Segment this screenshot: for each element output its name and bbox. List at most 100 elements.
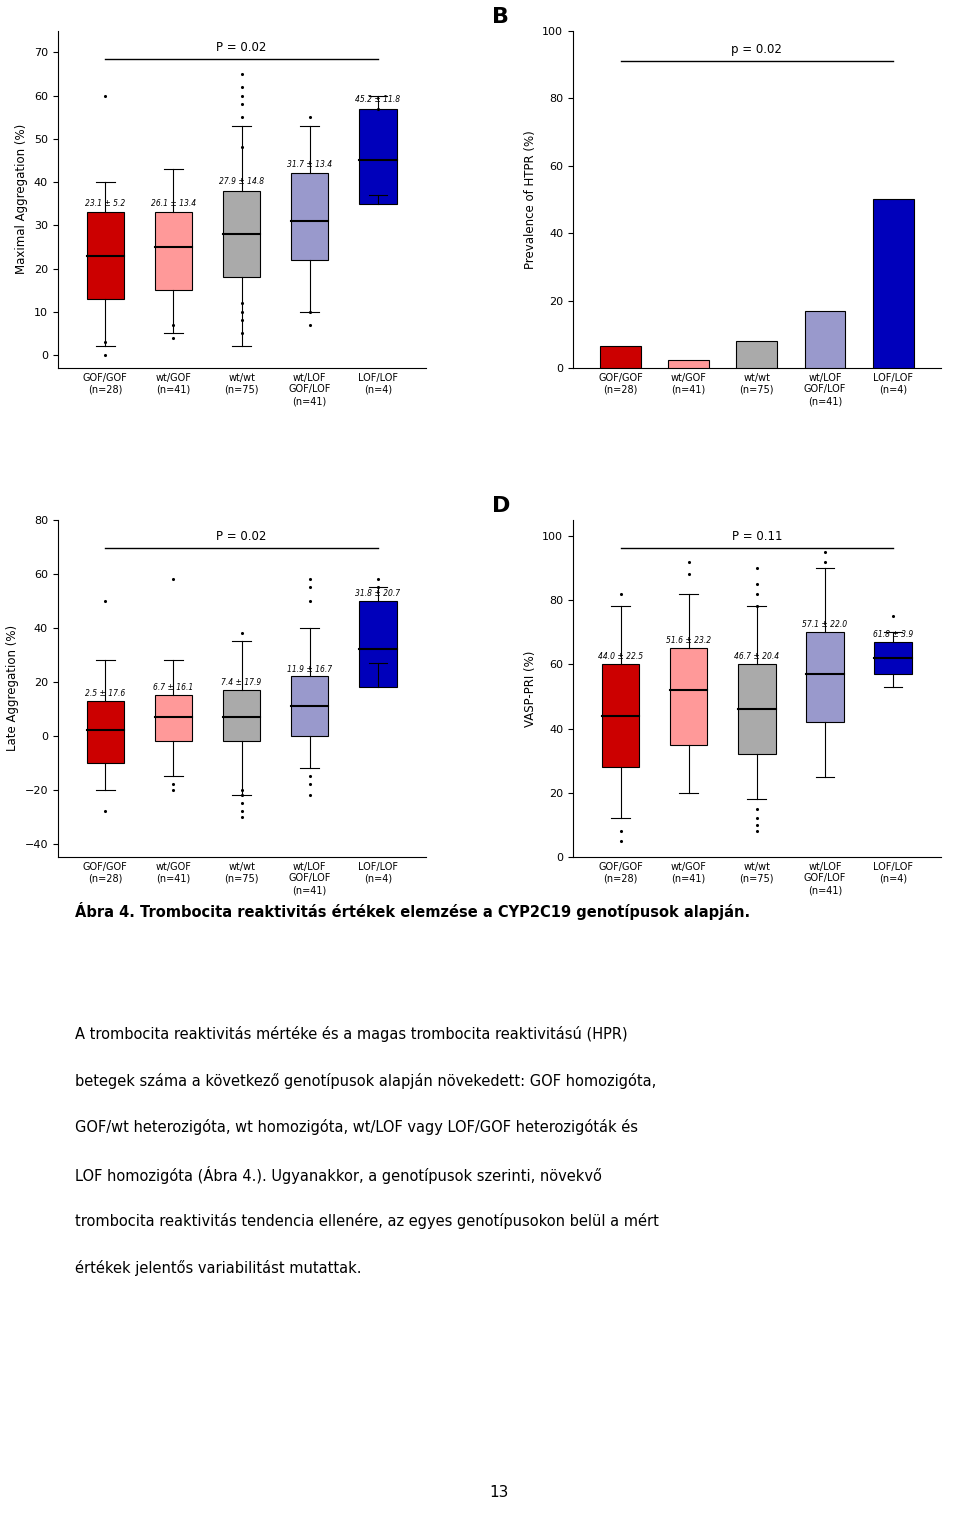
Point: [234, 105, 250, 129]
Y-axis label: VASP-PRI (%): VASP-PRI (%): [523, 650, 537, 727]
Bar: [875, 642, 912, 673]
Bar: [223, 191, 260, 277]
Point: [234, 799, 250, 824]
Point: [302, 772, 318, 796]
Point: [749, 813, 764, 838]
Point: [749, 807, 764, 832]
Point: [234, 135, 250, 160]
Point: [302, 764, 318, 788]
Bar: [155, 695, 192, 741]
Point: [817, 549, 832, 573]
Point: [166, 326, 181, 350]
Bar: [602, 664, 639, 767]
Point: [234, 782, 250, 807]
Bar: [291, 676, 328, 736]
Text: p = 0.02: p = 0.02: [732, 43, 782, 55]
Point: [234, 321, 250, 346]
Point: [371, 97, 386, 121]
Point: [166, 772, 181, 796]
Point: [749, 581, 764, 606]
Bar: [670, 649, 708, 744]
Point: [371, 575, 386, 599]
Point: [234, 300, 250, 324]
Text: 26.1 ± 13.4: 26.1 ± 13.4: [151, 198, 196, 207]
Text: trombocita reaktivitás tendencia ellenére, az egyes genotípusokon belül a mért: trombocita reaktivitás tendencia ellenér…: [75, 1213, 660, 1228]
Point: [681, 563, 696, 587]
Point: [98, 343, 113, 367]
Y-axis label: Maximal Aggregation (%): Maximal Aggregation (%): [15, 124, 28, 275]
Point: [681, 549, 696, 573]
Point: [302, 575, 318, 599]
Point: [166, 778, 181, 802]
Text: 2.5 ± 17.6: 2.5 ± 17.6: [85, 689, 126, 698]
Text: 11.9 ± 16.7: 11.9 ± 16.7: [287, 664, 332, 673]
Text: 27.9 ± 14.8: 27.9 ± 14.8: [219, 177, 264, 186]
Text: A trombocita reaktivitás mértéke és a magas trombocita reaktivitású (HPR): A trombocita reaktivitás mértéke és a ma…: [75, 1025, 628, 1042]
Text: 13: 13: [490, 1485, 509, 1500]
Point: [234, 92, 250, 117]
Text: értékek jelentős variabilitást mutattak.: értékek jelentős variabilitást mutattak.: [75, 1259, 362, 1276]
Point: [166, 312, 181, 337]
Text: 46.7 ± 20.4: 46.7 ± 20.4: [734, 652, 780, 661]
Bar: [223, 690, 260, 741]
Point: [98, 589, 113, 613]
Bar: [155, 212, 192, 290]
Y-axis label: Late Aggregation (%): Late Aggregation (%): [6, 626, 19, 752]
Text: D: D: [492, 496, 510, 516]
Y-axis label: Prevalence of HTPR (%): Prevalence of HTPR (%): [523, 131, 537, 269]
Bar: [736, 341, 778, 367]
Point: [612, 581, 628, 606]
Text: 57.1 ± 22.0: 57.1 ± 22.0: [803, 619, 848, 629]
Point: [302, 300, 318, 324]
Point: [302, 782, 318, 807]
Bar: [359, 109, 396, 204]
Text: LOF homozigóta (Ábra 4.). Ugyanakkor, a genotípusok szerinti, növekvő: LOF homozigóta (Ábra 4.). Ugyanakkor, a …: [75, 1167, 602, 1183]
Bar: [86, 701, 124, 762]
Point: [234, 804, 250, 828]
Point: [302, 105, 318, 129]
Point: [234, 621, 250, 646]
Point: [234, 290, 250, 315]
Bar: [804, 310, 846, 367]
Text: 45.2 ± 11.8: 45.2 ± 11.8: [355, 95, 400, 105]
Text: 7.4 ± 17.9: 7.4 ± 17.9: [222, 678, 262, 687]
Point: [817, 539, 832, 564]
Point: [234, 75, 250, 100]
Text: 31.8 ± 20.7: 31.8 ± 20.7: [355, 589, 400, 598]
Bar: [359, 601, 396, 687]
Point: [234, 307, 250, 332]
Bar: [668, 360, 709, 367]
Text: B: B: [492, 8, 509, 28]
Text: GOF/wt heterozigóta, wt homozigóta, wt/LOF vagy LOF/GOF heterozigóták és: GOF/wt heterozigóta, wt homozigóta, wt/L…: [75, 1119, 638, 1136]
Bar: [291, 174, 328, 260]
Text: P = 0.02: P = 0.02: [216, 530, 267, 544]
Text: betegek száma a következő genotípusok alapján növekedett: GOF homozigóta,: betegek száma a következő genotípusok al…: [75, 1073, 657, 1088]
Point: [302, 589, 318, 613]
Point: [166, 567, 181, 592]
Bar: [86, 212, 124, 298]
Point: [749, 819, 764, 844]
Text: P = 0.11: P = 0.11: [732, 530, 782, 544]
Point: [98, 330, 113, 355]
Text: P = 0.02: P = 0.02: [216, 41, 267, 54]
Point: [612, 828, 628, 853]
Point: [302, 567, 318, 592]
Point: [749, 796, 764, 821]
Point: [302, 312, 318, 337]
Text: 23.1 ± 5.2: 23.1 ± 5.2: [85, 198, 126, 207]
Text: 44.0 ± 22.5: 44.0 ± 22.5: [598, 652, 643, 661]
Point: [612, 819, 628, 844]
Point: [234, 61, 250, 86]
Bar: [738, 664, 776, 755]
Point: [98, 799, 113, 824]
Bar: [806, 632, 844, 722]
Point: [234, 778, 250, 802]
Text: 61.8 ± 3.9: 61.8 ± 3.9: [873, 630, 913, 638]
Text: Ábra 4. Trombocita reaktivitás értékek elemzése a CYP2C19 genotípusok alapján.: Ábra 4. Trombocita reaktivitás értékek e…: [75, 902, 751, 921]
Point: [234, 83, 250, 108]
Point: [749, 595, 764, 619]
Text: 31.7 ± 13.4: 31.7 ± 13.4: [287, 160, 332, 169]
Text: 6.7 ± 16.1: 6.7 ± 16.1: [154, 684, 194, 693]
Point: [749, 572, 764, 596]
Point: [371, 567, 386, 592]
